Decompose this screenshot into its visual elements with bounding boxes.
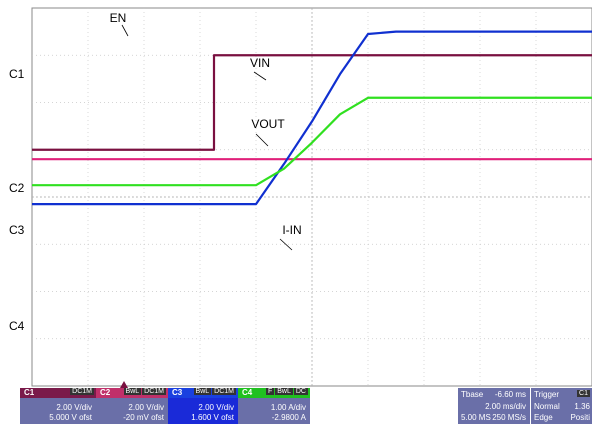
traces xyxy=(32,30,592,206)
channel-3-offset: 1.600 V ofst xyxy=(191,413,234,422)
trace-label-3: I-IN xyxy=(282,223,301,237)
trace-label-0: EN xyxy=(110,11,127,25)
channel-marker-4: C4 xyxy=(9,319,25,333)
channel-2-tag-2: DC1M xyxy=(142,388,166,395)
channel-1-id: C1 xyxy=(24,388,35,397)
channel-marker-1: C1 xyxy=(9,67,25,81)
leader-line xyxy=(121,24,129,37)
channel-markers: C1 C2 C3 C4 xyxy=(9,67,128,388)
timebase-info[interactable]: Tbase -6.60 ms 2.00 ms/div 5.00 MS 250 M… xyxy=(458,388,530,424)
timebase-rate: 250 MS/s xyxy=(492,413,526,422)
channel-4-info[interactable]: C4 F BwL DC 1.00 A/div -2.9800 A xyxy=(238,388,310,424)
leader-line xyxy=(279,238,293,251)
trace-en xyxy=(32,54,592,151)
trigger-type: Edge xyxy=(534,413,553,422)
trace-label-1: VIN xyxy=(250,56,270,70)
channel-3-info[interactable]: C3 BwL DC1M 2.00 V/div 1.600 V ofst xyxy=(168,388,238,424)
leader-line xyxy=(253,71,267,81)
trace-i-in xyxy=(32,96,592,187)
channel-marker-3: C3 xyxy=(9,223,25,237)
channel-2-offset: -20 mV ofst xyxy=(123,413,164,422)
channel-4-offset: -2.9800 A xyxy=(271,413,306,422)
channel-4-id: C4 xyxy=(242,388,253,397)
leader-line xyxy=(255,133,269,147)
channel-3-tag-1: BwL xyxy=(193,388,212,395)
timebase-samples: 5.00 MS xyxy=(461,413,491,422)
channel-2-tag-1: BwL xyxy=(123,388,142,395)
timebase-offset: -6.60 ms xyxy=(494,390,526,399)
trigger-info[interactable]: Trigger C1 Normal 1.36 Edge Positi xyxy=(531,388,592,424)
channel-3-tag-2: DC1M xyxy=(212,388,236,395)
channel-marker-2: C2 xyxy=(9,181,25,195)
trigger-position-marker xyxy=(120,381,128,388)
channel-2-info[interactable]: C2 BwL DC1M 2.00 V/div -20 mV ofst xyxy=(96,388,168,424)
trace-vout xyxy=(32,30,592,206)
timebase-label: Tbase xyxy=(461,390,484,399)
channel-2-scale: 2.00 V/div xyxy=(128,403,164,412)
channel-4-tag-1: F xyxy=(265,388,275,395)
channel-3-id: C3 xyxy=(172,388,183,397)
channel-1-info[interactable]: C1 DC1M 2.00 V/div 5.000 V ofst xyxy=(20,388,96,424)
channel-1-tag: DC1M xyxy=(70,388,94,395)
trigger-slope: Positi xyxy=(570,413,590,422)
trace-labels: EN VIN VOUT I-IN xyxy=(110,11,302,251)
channel-3-scale: 2.00 V/div xyxy=(198,403,234,412)
channel-1-offset: 5.000 V ofst xyxy=(49,413,92,422)
trigger-mode: Normal xyxy=(534,402,560,411)
trigger-value: 1.36 xyxy=(574,402,590,411)
trace-label-2: VOUT xyxy=(251,117,285,131)
trigger-label: Trigger xyxy=(534,390,560,399)
trigger-channel: C1 xyxy=(577,390,590,397)
channel-4-tag-3: DC xyxy=(293,388,308,395)
channel-4-tag-2: BwL xyxy=(275,388,293,395)
channel-4-scale: 1.00 A/div xyxy=(270,403,306,412)
timebase-scale: 2.00 ms/div xyxy=(485,402,526,411)
channel-2-id: C2 xyxy=(100,388,111,397)
channel-1-scale: 2.00 V/div xyxy=(56,403,92,412)
